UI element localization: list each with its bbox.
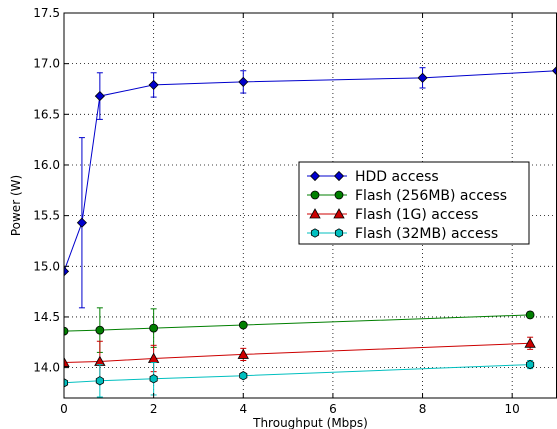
y-tick-label: 16.0	[33, 158, 60, 172]
data-point	[334, 228, 344, 238]
data-point	[95, 376, 104, 386]
data-point	[417, 72, 428, 83]
series-3	[64, 336, 536, 383]
data-point	[551, 65, 557, 76]
data-point	[94, 91, 105, 102]
series-line	[64, 314, 531, 332]
data-point	[333, 170, 345, 182]
data-point	[148, 79, 159, 90]
data-point	[333, 208, 345, 219]
data-point	[309, 170, 321, 182]
data-point	[237, 348, 249, 359]
data-point	[64, 378, 69, 388]
legend-label: HDD access	[355, 169, 439, 185]
y-tick-label: 17.0	[33, 57, 60, 71]
x-tick-label: 0	[60, 402, 68, 416]
data-point	[309, 208, 321, 219]
legend-label: Flash (32MB) access	[355, 226, 498, 242]
series-4	[64, 359, 535, 398]
y-tick-label: 15.5	[33, 209, 60, 223]
legend-item: Flash (1G) access	[307, 207, 478, 223]
data-point	[64, 356, 70, 367]
legend-item: Flash (256MB) access	[307, 188, 507, 204]
legend-label: Flash (256MB) access	[355, 188, 507, 204]
x-tick-label: 4	[239, 402, 247, 416]
x-axis-label: Throughput (Mbps)	[252, 416, 368, 429]
data-point	[310, 228, 320, 238]
data-point	[524, 337, 536, 348]
legend-label: Flash (1G) access	[355, 207, 478, 223]
data-point	[238, 76, 249, 87]
axis-ticks: 0 2 4 6 8 10 14.0 14.5 15.0 15.5 16.0 16.5 17.0 17.5	[33, 6, 520, 416]
data-point	[149, 323, 159, 333]
data-point	[334, 190, 344, 200]
x-tick-label: 2	[150, 402, 158, 416]
data-point	[64, 326, 69, 336]
y-tick-label: 14.5	[33, 310, 60, 324]
series-line	[64, 342, 531, 364]
data-point	[64, 266, 70, 277]
x-tick-label: 10	[505, 402, 520, 416]
y-tick-label: 15.0	[33, 259, 60, 273]
data-point	[310, 190, 320, 200]
legend-item: Flash (32MB) access	[307, 226, 498, 242]
data-point	[149, 374, 158, 384]
x-tick-label: 6	[329, 402, 337, 416]
series-layer	[64, 65, 557, 398]
y-tick-label: 16.5	[33, 107, 60, 121]
legend-item: HDD access	[307, 169, 439, 185]
series-1	[64, 65, 557, 309]
x-tick-label: 8	[419, 402, 427, 416]
data-point	[76, 217, 87, 228]
y-tick-label: 17.5	[33, 6, 60, 20]
data-point	[239, 371, 248, 381]
data-point	[95, 325, 105, 335]
series-line	[64, 364, 531, 384]
data-point	[238, 320, 248, 330]
y-tick-label: 14.0	[33, 361, 60, 375]
legend: HDD access Flash (256MB) access Flash (1G)…	[298, 161, 530, 245]
data-point	[526, 359, 535, 370]
y-axis-label: Power (W)	[9, 175, 23, 236]
data-point	[525, 310, 535, 320]
